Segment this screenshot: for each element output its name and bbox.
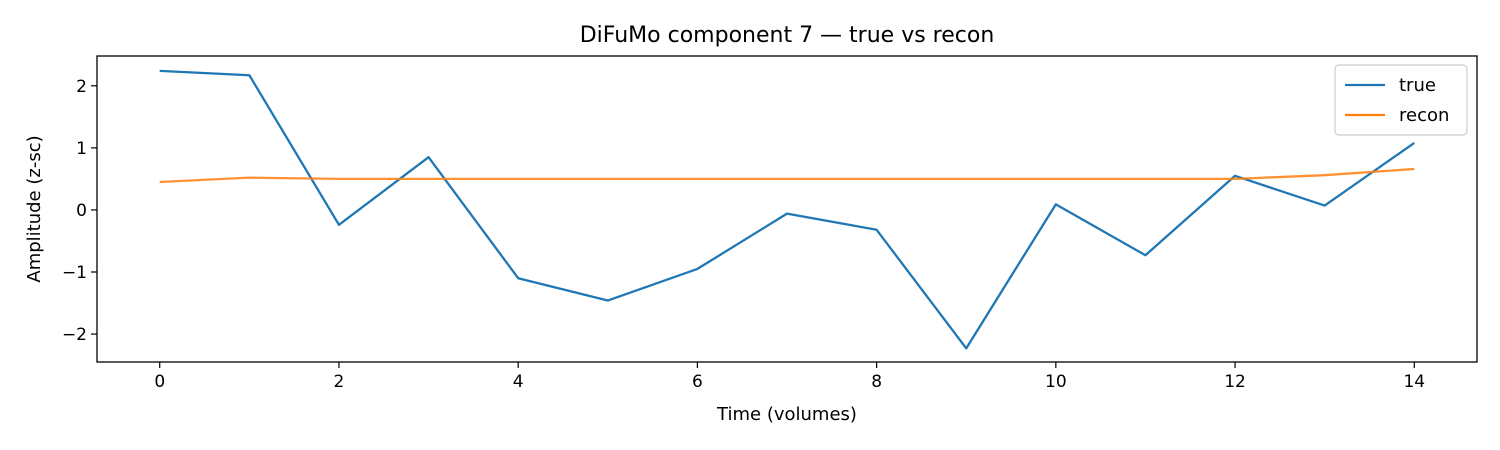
- x-axis-label: Time (volumes): [716, 404, 857, 425]
- x-tick-label: 0: [154, 372, 165, 392]
- y-tick-label: −1: [62, 263, 87, 283]
- legend-box: [1334, 64, 1468, 136]
- y-tick-label: −2: [62, 325, 87, 345]
- x-axis: 0 2 4 6 8 10 12 14: [154, 362, 1425, 392]
- y-axis: −2 −1 0 1 2: [62, 77, 97, 345]
- y-axis-label: Amplitude (z-sc): [24, 135, 45, 282]
- legend-label-true: true: [1399, 75, 1436, 96]
- y-tick-label: 2: [76, 77, 87, 97]
- x-tick-label: 12: [1224, 372, 1246, 392]
- x-tick-label: 8: [871, 372, 882, 392]
- series-line-recon: [159, 167, 1415, 184]
- x-tick-label: 14: [1403, 372, 1425, 392]
- x-tick-label: 2: [334, 372, 345, 392]
- legend-label-recon: recon: [1399, 105, 1449, 126]
- y-tick-label: 1: [76, 139, 87, 159]
- plot-frame: [96, 55, 1478, 363]
- series-line-true: [159, 69, 1415, 350]
- x-tick-label: 4: [513, 372, 524, 392]
- legend: true recon: [1334, 64, 1468, 136]
- plot-area: [159, 69, 1415, 350]
- x-tick-label: 10: [1045, 372, 1067, 392]
- chart-title: DiFuMo component 7 — true vs recon: [580, 23, 995, 48]
- y-tick-label: 0: [76, 201, 87, 221]
- x-tick-label: 6: [692, 372, 703, 392]
